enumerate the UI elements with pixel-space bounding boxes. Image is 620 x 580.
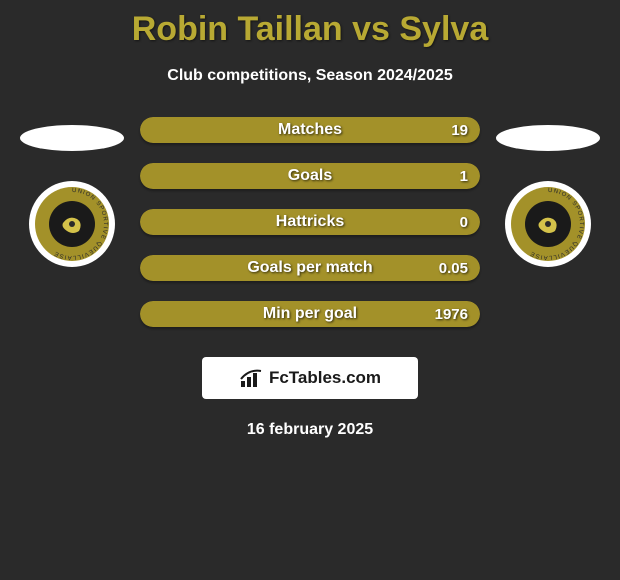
brand-badge: FcTables.com: [202, 357, 418, 399]
brand-text: FcTables.com: [269, 368, 381, 388]
club-badge-text: UNION SPORTIVE QUEVILLAISE: [511, 187, 585, 261]
subtitle: Club competitions, Season 2024/2025: [0, 67, 620, 85]
svg-text:UNION SPORTIVE QUEVILLAISE: UNION SPORTIVE QUEVILLAISE: [53, 188, 108, 260]
bar-fill-left: [140, 163, 310, 189]
left-player-column: UNION SPORTIVE QUEVILLAISE: [20, 125, 124, 267]
club-badge-left: UNION SPORTIVE QUEVILLAISE: [29, 181, 115, 267]
club-badge-text: UNION SPORTIVE QUEVILLAISE: [35, 187, 109, 261]
player-silhouette-left: [20, 125, 124, 151]
stat-bar-min-per-goal: Min per goal 1976: [140, 301, 480, 327]
stats-bars: Matches 19 Goals 1 Hattricks 0 Goals per…: [140, 117, 480, 327]
stat-value: 0.05: [439, 260, 468, 277]
stat-value: 0: [460, 214, 468, 231]
page-title: Robin Taillan vs Sylva: [0, 0, 620, 49]
bar-fill-right: [310, 163, 480, 189]
bar-chart-icon: [239, 367, 265, 389]
stat-value: 19: [451, 122, 468, 139]
stat-value: 1: [460, 168, 468, 185]
stat-label: Matches: [278, 121, 342, 139]
stat-bar-matches: Matches 19: [140, 117, 480, 143]
date-caption: 16 february 2025: [0, 421, 620, 439]
stat-bar-hattricks: Hattricks 0: [140, 209, 480, 235]
svg-text:UNION SPORTIVE QUEVILLAISE: UNION SPORTIVE QUEVILLAISE: [529, 188, 584, 260]
comparison-panel: UNION SPORTIVE QUEVILLAISE Matches 19 Go…: [0, 117, 620, 327]
player-silhouette-right: [496, 125, 600, 151]
club-badge-right: UNION SPORTIVE QUEVILLAISE: [505, 181, 591, 267]
stat-bar-goals: Goals 1: [140, 163, 480, 189]
stat-label: Hattricks: [276, 213, 344, 231]
stat-label: Min per goal: [263, 305, 357, 323]
stat-value: 1976: [435, 306, 468, 323]
right-player-column: UNION SPORTIVE QUEVILLAISE: [496, 125, 600, 267]
stat-label: Goals per match: [247, 259, 372, 277]
stat-bar-goals-per-match: Goals per match 0.05: [140, 255, 480, 281]
stat-label: Goals: [288, 167, 332, 185]
